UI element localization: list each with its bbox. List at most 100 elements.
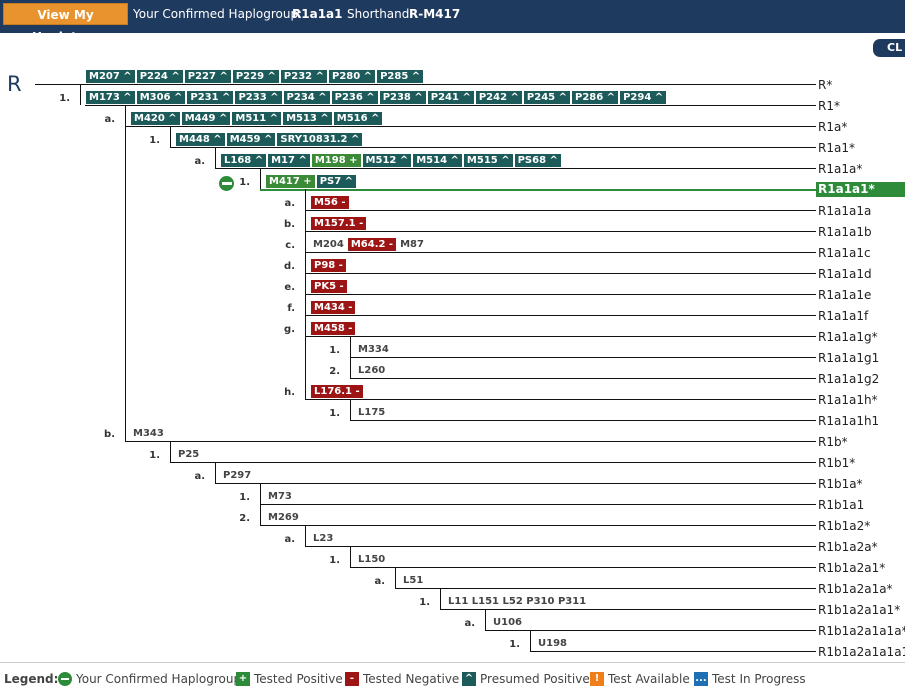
- snp-marker[interactable]: M204: [313, 239, 344, 250]
- legend-title: Legend:: [4, 672, 59, 686]
- snp-marker[interactable]: M448 ^: [176, 133, 225, 146]
- haplogroup-label[interactable]: R1a1a1e: [818, 288, 872, 302]
- snp-marker[interactable]: L176.1 -: [311, 385, 363, 398]
- snp-marker[interactable]: P234 ^: [283, 91, 330, 104]
- snp-marker[interactable]: U106: [493, 617, 522, 628]
- haplogroup-label[interactable]: R1*: [818, 99, 840, 113]
- haplogroup-label[interactable]: R1a1a*: [818, 162, 863, 176]
- view-haplotree-button[interactable]: View My Haplotree: [3, 3, 128, 44]
- snp-marker[interactable]: P98 -: [311, 259, 346, 272]
- snp-marker[interactable]: M64.2 -: [347, 238, 397, 251]
- tree-branch-line: [395, 588, 816, 589]
- snp-marker[interactable]: P233 ^: [235, 91, 282, 104]
- snp-marker[interactable]: PS68 ^: [514, 154, 561, 167]
- snp-marker[interactable]: P229 ^: [232, 70, 279, 83]
- snp-marker[interactable]: L23: [313, 533, 334, 544]
- snp-marker[interactable]: P285 ^: [377, 70, 424, 83]
- haplogroup-label[interactable]: R1b1*: [818, 456, 856, 470]
- row-index: 1.: [419, 597, 430, 608]
- haplogroup-label[interactable]: R1a1a1b: [818, 225, 872, 239]
- snp-marker[interactable]: M459 ^: [226, 133, 276, 146]
- close-button[interactable]: CL: [873, 39, 905, 57]
- snp-marker[interactable]: P280 ^: [329, 70, 376, 83]
- snp-marker[interactable]: M511 ^: [232, 112, 282, 125]
- haplogroup-label[interactable]: R1a1a1*: [816, 182, 905, 197]
- haplogroup-label[interactable]: R1a*: [818, 120, 848, 134]
- haplogroup-label[interactable]: R1a1a1g1: [818, 351, 880, 365]
- snp-marker[interactable]: P238 ^: [379, 91, 426, 104]
- haplogroup-label[interactable]: R1b1a2a1a1a1: [818, 645, 905, 659]
- haplogroup-label[interactable]: R1b1a*: [818, 477, 863, 491]
- haplogroup-label[interactable]: R1b1a1: [818, 498, 865, 512]
- snp-marker[interactable]: M512 ^: [362, 154, 412, 167]
- row-index: b.: [284, 219, 295, 230]
- snp-marker[interactable]: M516 ^: [333, 112, 383, 125]
- legend-swatch: -: [345, 672, 359, 686]
- snp-marker[interactable]: M87: [400, 239, 424, 250]
- haplogroup-label[interactable]: R1a1*: [818, 141, 855, 155]
- haplogroup-label[interactable]: R1a1a1c: [818, 246, 871, 260]
- snp-list: M458 -: [311, 322, 356, 335]
- snp-marker[interactable]: M17 ^: [268, 154, 310, 167]
- snp-marker[interactable]: M513 ^: [283, 112, 332, 125]
- haplogroup-label[interactable]: R1b1a2a1a1*: [818, 603, 901, 617]
- snp-marker[interactable]: M420 ^: [131, 112, 180, 125]
- snp-marker[interactable]: P297: [223, 470, 252, 481]
- row-index: f.: [287, 303, 295, 314]
- snp-marker[interactable]: L175: [358, 407, 386, 418]
- snp-marker[interactable]: U198: [538, 638, 567, 649]
- haplogroup-label[interactable]: R1a1a1h*: [818, 393, 878, 407]
- snp-marker[interactable]: L260: [358, 365, 386, 376]
- haplogroup-label[interactable]: R1a1a1d: [818, 267, 872, 281]
- snp-marker[interactable]: M269: [268, 512, 299, 523]
- haplogroup-label[interactable]: R1b1a2*: [818, 519, 871, 533]
- tree-branch-line: [305, 252, 816, 253]
- snp-marker[interactable]: P25: [178, 449, 200, 460]
- haplogroup-label[interactable]: R*: [818, 78, 833, 92]
- snp-marker[interactable]: PS7 ^: [316, 175, 357, 188]
- snp-marker[interactable]: P231 ^: [187, 91, 234, 104]
- snp-marker[interactable]: PK5 -: [311, 280, 347, 293]
- haplogroup-label[interactable]: R1b1a2a1*: [818, 561, 886, 575]
- snp-marker[interactable]: M458 -: [311, 322, 356, 335]
- snp-marker[interactable]: L168 ^: [221, 154, 267, 167]
- snp-marker[interactable]: M207 ^: [86, 70, 135, 83]
- tree-connector-line: [305, 525, 306, 546]
- snp-marker[interactable]: M306 ^: [136, 91, 186, 104]
- haplogroup-label[interactable]: R1a1a1h1: [818, 414, 880, 428]
- snp-marker[interactable]: M514 ^: [413, 154, 462, 167]
- snp-marker[interactable]: L51: [403, 575, 424, 586]
- snp-marker[interactable]: P286 ^: [572, 91, 619, 104]
- snp-marker[interactable]: L11 L151 L52 P310 P311: [448, 596, 587, 607]
- snp-marker[interactable]: SRY10831.2 ^: [277, 133, 363, 146]
- haplogroup-label[interactable]: R1b*: [818, 435, 848, 449]
- snp-marker[interactable]: P236 ^: [331, 91, 378, 104]
- snp-marker[interactable]: M343: [133, 428, 164, 439]
- snp-marker[interactable]: M434 -: [311, 301, 356, 314]
- snp-marker[interactable]: P294 ^: [620, 91, 667, 104]
- snp-marker[interactable]: M449 ^: [181, 112, 231, 125]
- haplogroup-label[interactable]: R1b1a2a1a1a*: [818, 624, 905, 638]
- snp-marker[interactable]: M173 ^: [86, 91, 135, 104]
- snp-marker[interactable]: M157.1 -: [311, 217, 367, 230]
- snp-marker[interactable]: M73: [268, 491, 292, 502]
- snp-marker[interactable]: M198 +: [311, 154, 361, 167]
- snp-marker[interactable]: P227 ^: [184, 70, 231, 83]
- haplogroup-label[interactable]: R1a1a1g2: [818, 372, 880, 386]
- snp-marker[interactable]: P232 ^: [280, 70, 327, 83]
- snp-marker[interactable]: M515 ^: [463, 154, 513, 167]
- snp-marker[interactable]: P245 ^: [523, 91, 570, 104]
- snp-marker[interactable]: M417 +: [266, 175, 315, 188]
- haplogroup-label[interactable]: R1b1a2a*: [818, 540, 878, 554]
- haplogroup-label[interactable]: R1a1a1g*: [818, 330, 878, 344]
- snp-marker[interactable]: M56 -: [311, 196, 349, 209]
- snp-marker[interactable]: P242 ^: [475, 91, 522, 104]
- snp-marker[interactable]: P241 ^: [427, 91, 474, 104]
- haplogroup-label[interactable]: R1a1a1f: [818, 309, 869, 323]
- snp-marker[interactable]: L150: [358, 554, 386, 565]
- snp-marker[interactable]: P224 ^: [136, 70, 183, 83]
- haplogroup-label[interactable]: R1b1a2a1a*: [818, 582, 893, 596]
- snp-marker[interactable]: M334: [358, 344, 389, 355]
- snp-list: L51: [401, 574, 425, 587]
- haplogroup-label[interactable]: R1a1a1a: [818, 204, 872, 218]
